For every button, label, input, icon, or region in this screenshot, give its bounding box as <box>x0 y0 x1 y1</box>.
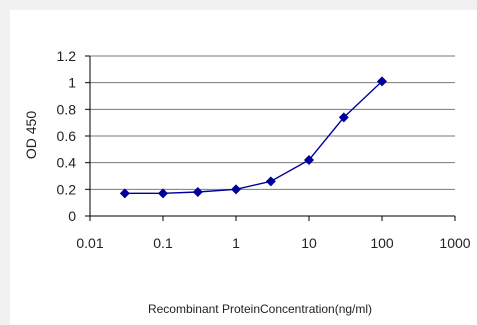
y-tick-label: 0 <box>68 208 76 224</box>
x-tick-label: 100 <box>370 235 394 251</box>
x-tick-labels: 0.01 0.1 1 10 100 1000 <box>76 235 470 251</box>
data-point <box>338 112 349 123</box>
data-point <box>119 188 130 199</box>
x-tick-label: 1000 <box>439 235 470 251</box>
y-tick-label: 1 <box>68 75 76 91</box>
y-tick-label: 1.2 <box>57 48 77 64</box>
y-tick-label: 0.8 <box>57 101 77 117</box>
x-tick-label: 0.01 <box>76 235 103 251</box>
data-point <box>265 176 276 187</box>
gridlines <box>90 55 455 190</box>
data-point <box>377 76 387 87</box>
y-tick-labels: 0 0.2 0.4 0.6 0.8 1 1.2 <box>57 48 77 224</box>
x-tick-label: 1 <box>232 235 240 251</box>
series-line <box>124 80 383 195</box>
x-axis-label: Recombinant ProteinConcentration(ng/ml) <box>148 302 372 316</box>
y-tick-label: 0.2 <box>57 181 77 197</box>
data-point <box>304 155 314 165</box>
y-axis-label: OD 450 <box>23 111 39 159</box>
x-tick-label: 10 <box>301 235 317 251</box>
data-point <box>158 188 168 199</box>
data-series <box>119 76 387 199</box>
x-tick-label: 0.1 <box>153 235 173 251</box>
axes <box>85 55 456 221</box>
data-point <box>192 187 203 197</box>
data-point <box>231 184 241 195</box>
y-tick-label: 0.6 <box>57 128 77 144</box>
y-tick-label: 0.4 <box>57 155 77 171</box>
